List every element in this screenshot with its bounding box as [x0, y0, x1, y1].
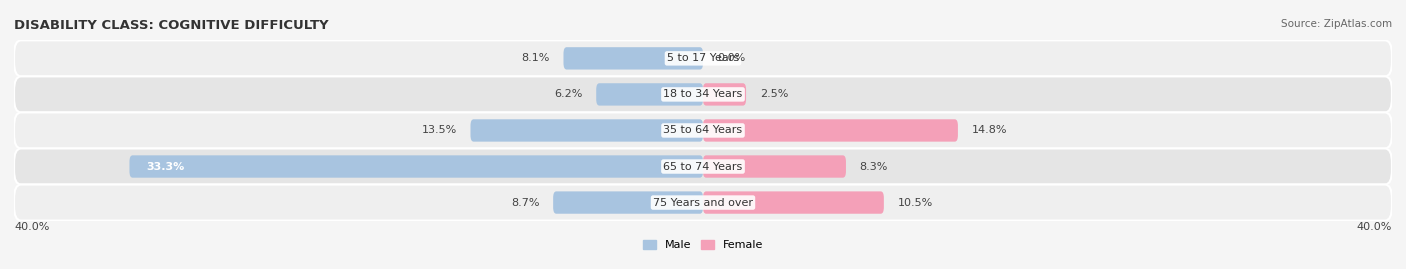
Text: 40.0%: 40.0%	[14, 222, 49, 232]
FancyBboxPatch shape	[14, 40, 1392, 76]
FancyBboxPatch shape	[703, 119, 957, 142]
Text: 18 to 34 Years: 18 to 34 Years	[664, 89, 742, 100]
Text: 8.1%: 8.1%	[522, 53, 550, 63]
Text: 75 Years and over: 75 Years and over	[652, 197, 754, 208]
Text: 2.5%: 2.5%	[759, 89, 789, 100]
FancyBboxPatch shape	[703, 83, 747, 106]
Text: 33.3%: 33.3%	[146, 161, 186, 172]
Text: 10.5%: 10.5%	[897, 197, 932, 208]
Text: 13.5%: 13.5%	[422, 125, 457, 136]
FancyBboxPatch shape	[14, 112, 1392, 148]
FancyBboxPatch shape	[703, 155, 846, 178]
FancyBboxPatch shape	[596, 83, 703, 106]
Text: Source: ZipAtlas.com: Source: ZipAtlas.com	[1281, 19, 1392, 29]
Text: 14.8%: 14.8%	[972, 125, 1007, 136]
Text: 65 to 74 Years: 65 to 74 Years	[664, 161, 742, 172]
Text: DISABILITY CLASS: COGNITIVE DIFFICULTY: DISABILITY CLASS: COGNITIVE DIFFICULTY	[14, 19, 329, 32]
FancyBboxPatch shape	[703, 191, 884, 214]
FancyBboxPatch shape	[471, 119, 703, 142]
Text: 8.3%: 8.3%	[859, 161, 889, 172]
Text: 6.2%: 6.2%	[554, 89, 582, 100]
Text: 40.0%: 40.0%	[1357, 222, 1392, 232]
FancyBboxPatch shape	[553, 191, 703, 214]
Legend: Male, Female: Male, Female	[638, 235, 768, 255]
Text: 0.0%: 0.0%	[717, 53, 745, 63]
FancyBboxPatch shape	[14, 148, 1392, 185]
FancyBboxPatch shape	[564, 47, 703, 70]
Text: 8.7%: 8.7%	[510, 197, 540, 208]
FancyBboxPatch shape	[14, 185, 1392, 221]
Text: 35 to 64 Years: 35 to 64 Years	[664, 125, 742, 136]
FancyBboxPatch shape	[129, 155, 703, 178]
Text: 5 to 17 Years: 5 to 17 Years	[666, 53, 740, 63]
FancyBboxPatch shape	[14, 76, 1392, 112]
